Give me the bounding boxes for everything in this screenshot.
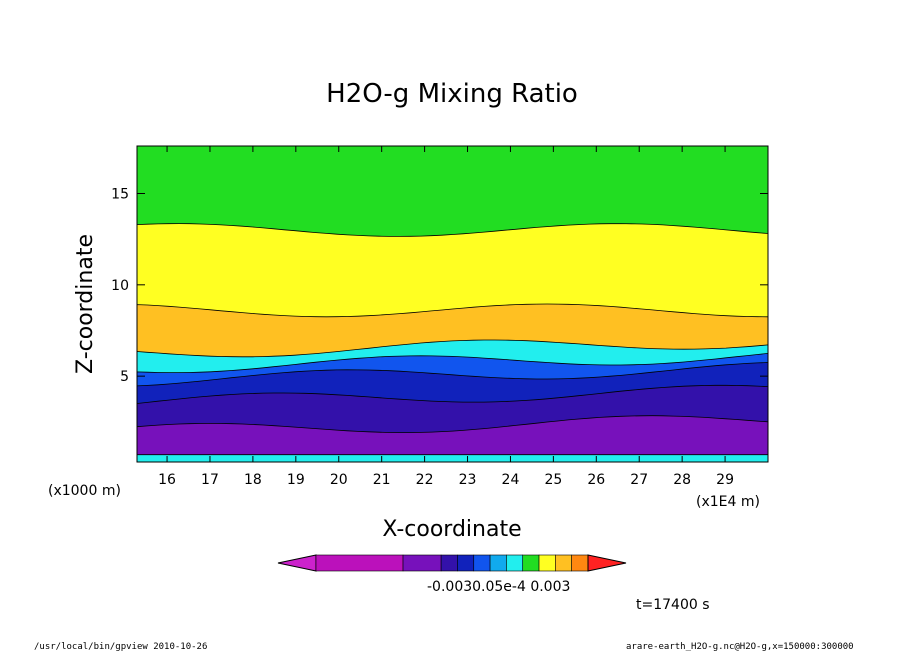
x-tick-label: 27 bbox=[630, 472, 648, 488]
colorbar-swatch bbox=[489, 554, 507, 572]
colorbar-swatch bbox=[522, 554, 540, 572]
x-axis-label: X-coordinate bbox=[382, 517, 521, 542]
x-tick-label: 24 bbox=[502, 472, 520, 488]
x-tick-label: 28 bbox=[673, 472, 691, 488]
x-tick-label: 17 bbox=[201, 472, 219, 488]
x-tick-label: 19 bbox=[287, 472, 305, 488]
plot-frame bbox=[136, 145, 769, 463]
x-tick-label: 20 bbox=[330, 472, 348, 488]
footer-left: /usr/local/bin/gpview 2010-10-26 bbox=[34, 642, 208, 652]
colorbar-swatch bbox=[473, 554, 491, 572]
contour-band-purple bbox=[137, 415, 768, 462]
colorbar-swatch bbox=[538, 554, 556, 572]
x-unit-left: (x1000 m) bbox=[48, 483, 121, 499]
x-tick-label: 21 bbox=[373, 472, 391, 488]
x-tick-label: 29 bbox=[716, 472, 734, 488]
x-tick-label: 22 bbox=[416, 472, 434, 488]
y-tick-label: 5 bbox=[120, 369, 129, 385]
contour-band-cyan-bottom bbox=[137, 454, 768, 462]
y-axis-label: Z-coordinate bbox=[73, 234, 98, 374]
colorbar-swatch bbox=[315, 554, 404, 572]
colorbar-arrow-left bbox=[277, 554, 317, 572]
y-axis: 5 10 15 bbox=[111, 186, 768, 385]
colorbar-arrow-right bbox=[587, 554, 627, 572]
colorbar-swatch bbox=[440, 554, 458, 572]
contour-plot bbox=[137, 146, 768, 462]
x-tick-label: 18 bbox=[244, 472, 262, 488]
x-unit-right: (x1E4 m) bbox=[696, 494, 760, 510]
time-label: t=17400 s bbox=[636, 597, 710, 613]
colorbar-swatch bbox=[555, 554, 572, 572]
footer-right: arare-earth_H2O-g.nc@H2O-g,x=150000:3000… bbox=[626, 642, 854, 652]
y-tick-label: 10 bbox=[111, 278, 129, 294]
chart-title: H2O-g Mixing Ratio bbox=[326, 79, 578, 109]
y-tick-label: 15 bbox=[111, 186, 129, 202]
colorbar-labels: -0.0030.05e-4 0.003 bbox=[427, 579, 570, 595]
colorbar-swatch bbox=[506, 554, 524, 572]
x-axis: 16 17 18 19 20 21 22 23 24 25 26 27 28 29 bbox=[158, 146, 734, 488]
x-tick-label: 16 bbox=[158, 472, 176, 488]
x-tick-label: 25 bbox=[544, 472, 562, 488]
colorbar-swatch bbox=[457, 554, 475, 572]
x-tick-label: 26 bbox=[587, 472, 605, 488]
colorbar-swatch bbox=[571, 554, 589, 572]
colorbar-swatch bbox=[402, 554, 442, 572]
x-tick-label: 23 bbox=[459, 472, 477, 488]
colorbar bbox=[277, 554, 627, 572]
